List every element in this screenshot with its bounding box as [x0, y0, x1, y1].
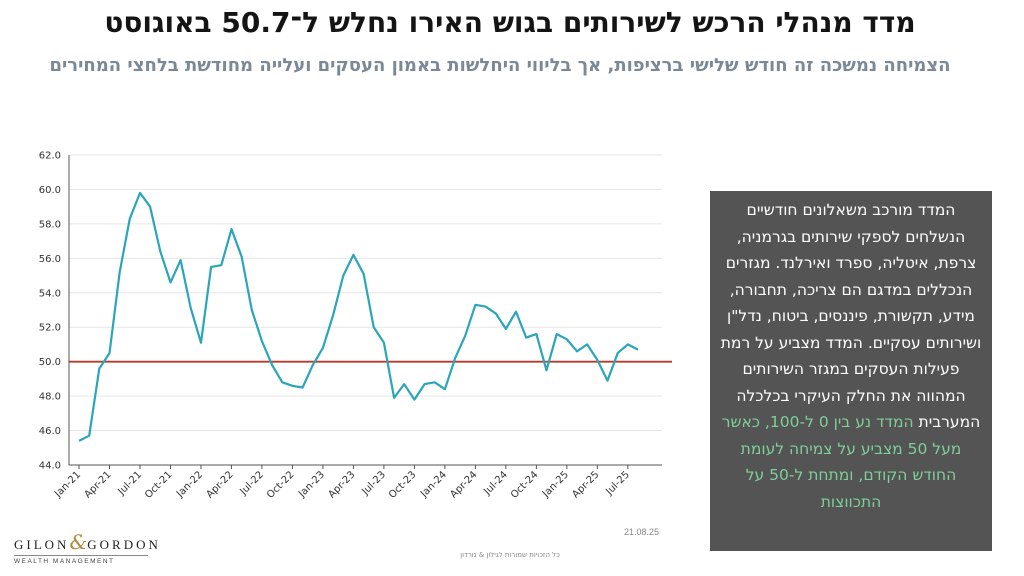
info-highlight: המדד נע בין 0 ל-100, כאשר מעל 50 מצביע ע…	[721, 413, 962, 511]
y-tick-label: 46.0	[39, 426, 61, 437]
y-tick-label: 56.0	[39, 254, 61, 265]
x-tick-label: Apr-25	[570, 469, 601, 500]
line-chart: 44.0 46.0 48.0 50.0 52.0 54.0 56.0 58.0 60.0 62.0…	[39, 151, 672, 501]
x-tick-label: Jul-25	[603, 469, 632, 498]
y-tick-label: 52.0	[39, 323, 61, 334]
x-tick-label: Oct-21	[143, 469, 175, 501]
x-tick-label: Jul-21	[116, 469, 145, 498]
y-tick-label: 50.0	[39, 357, 61, 368]
x-tick-label: Apr-22	[204, 469, 235, 500]
x-tick-label: Jul-23	[359, 469, 388, 498]
logo-right: GORDON	[87, 537, 161, 552]
page-subtitle: הצמיחה נמשכה זה חודש שלישי ברציפות, אך ב…	[49, 55, 951, 76]
logo-subtitle: WEALTH MANAGEMENT	[14, 558, 115, 565]
x-tick-label: Jan-25	[540, 469, 571, 500]
y-tick-label: 48.0	[39, 392, 61, 403]
copyright-note: כל הזכויות שמורות לגילון & גורדון	[460, 551, 560, 559]
x-tick-label: Jul-24	[481, 469, 510, 498]
date-stamp: 21.08.25	[624, 527, 660, 537]
logo-divider	[14, 555, 148, 556]
company-logo: GILON&GORDON WEALTH MANAGEMENT	[14, 530, 158, 565]
x-tick-label: Apr-21	[82, 469, 113, 500]
logo-left: GILON	[14, 537, 70, 552]
logo-ampersand: &	[69, 530, 88, 554]
x-tick-label: Jul-22	[237, 469, 266, 498]
x-tick-label: Jan-24	[418, 469, 449, 500]
y-tick-label: 62.0	[39, 151, 61, 162]
y-tick-label: 44.0	[39, 461, 61, 472]
x-tick-label: Jan-21	[52, 469, 83, 500]
page-title: מדד מנהלי הרכש לשירותים בגוש האירו נחלש …	[104, 6, 916, 39]
info-text: המדד מורכב משאלונים חודשיים הנשלחים לספק…	[720, 201, 982, 431]
x-tick-label: Jan-23	[296, 469, 327, 500]
y-tick-label: 54.0	[39, 288, 61, 299]
y-tick-label: 60.0	[39, 185, 61, 196]
series-line	[78, 191, 639, 442]
x-tick-label: Oct-22	[265, 469, 297, 501]
y-tick-label: 58.0	[39, 219, 61, 230]
x-tick-label: Apr-24	[448, 469, 479, 500]
x-tick-label: Jan-22	[174, 469, 205, 500]
info-box: המדד מורכב משאלונים חודשיים הנשלחים לספק…	[710, 191, 992, 551]
x-tick-label: Apr-23	[326, 469, 357, 500]
x-tick-label: Oct-24	[509, 469, 541, 501]
x-tick-label: Oct-23	[387, 469, 419, 501]
